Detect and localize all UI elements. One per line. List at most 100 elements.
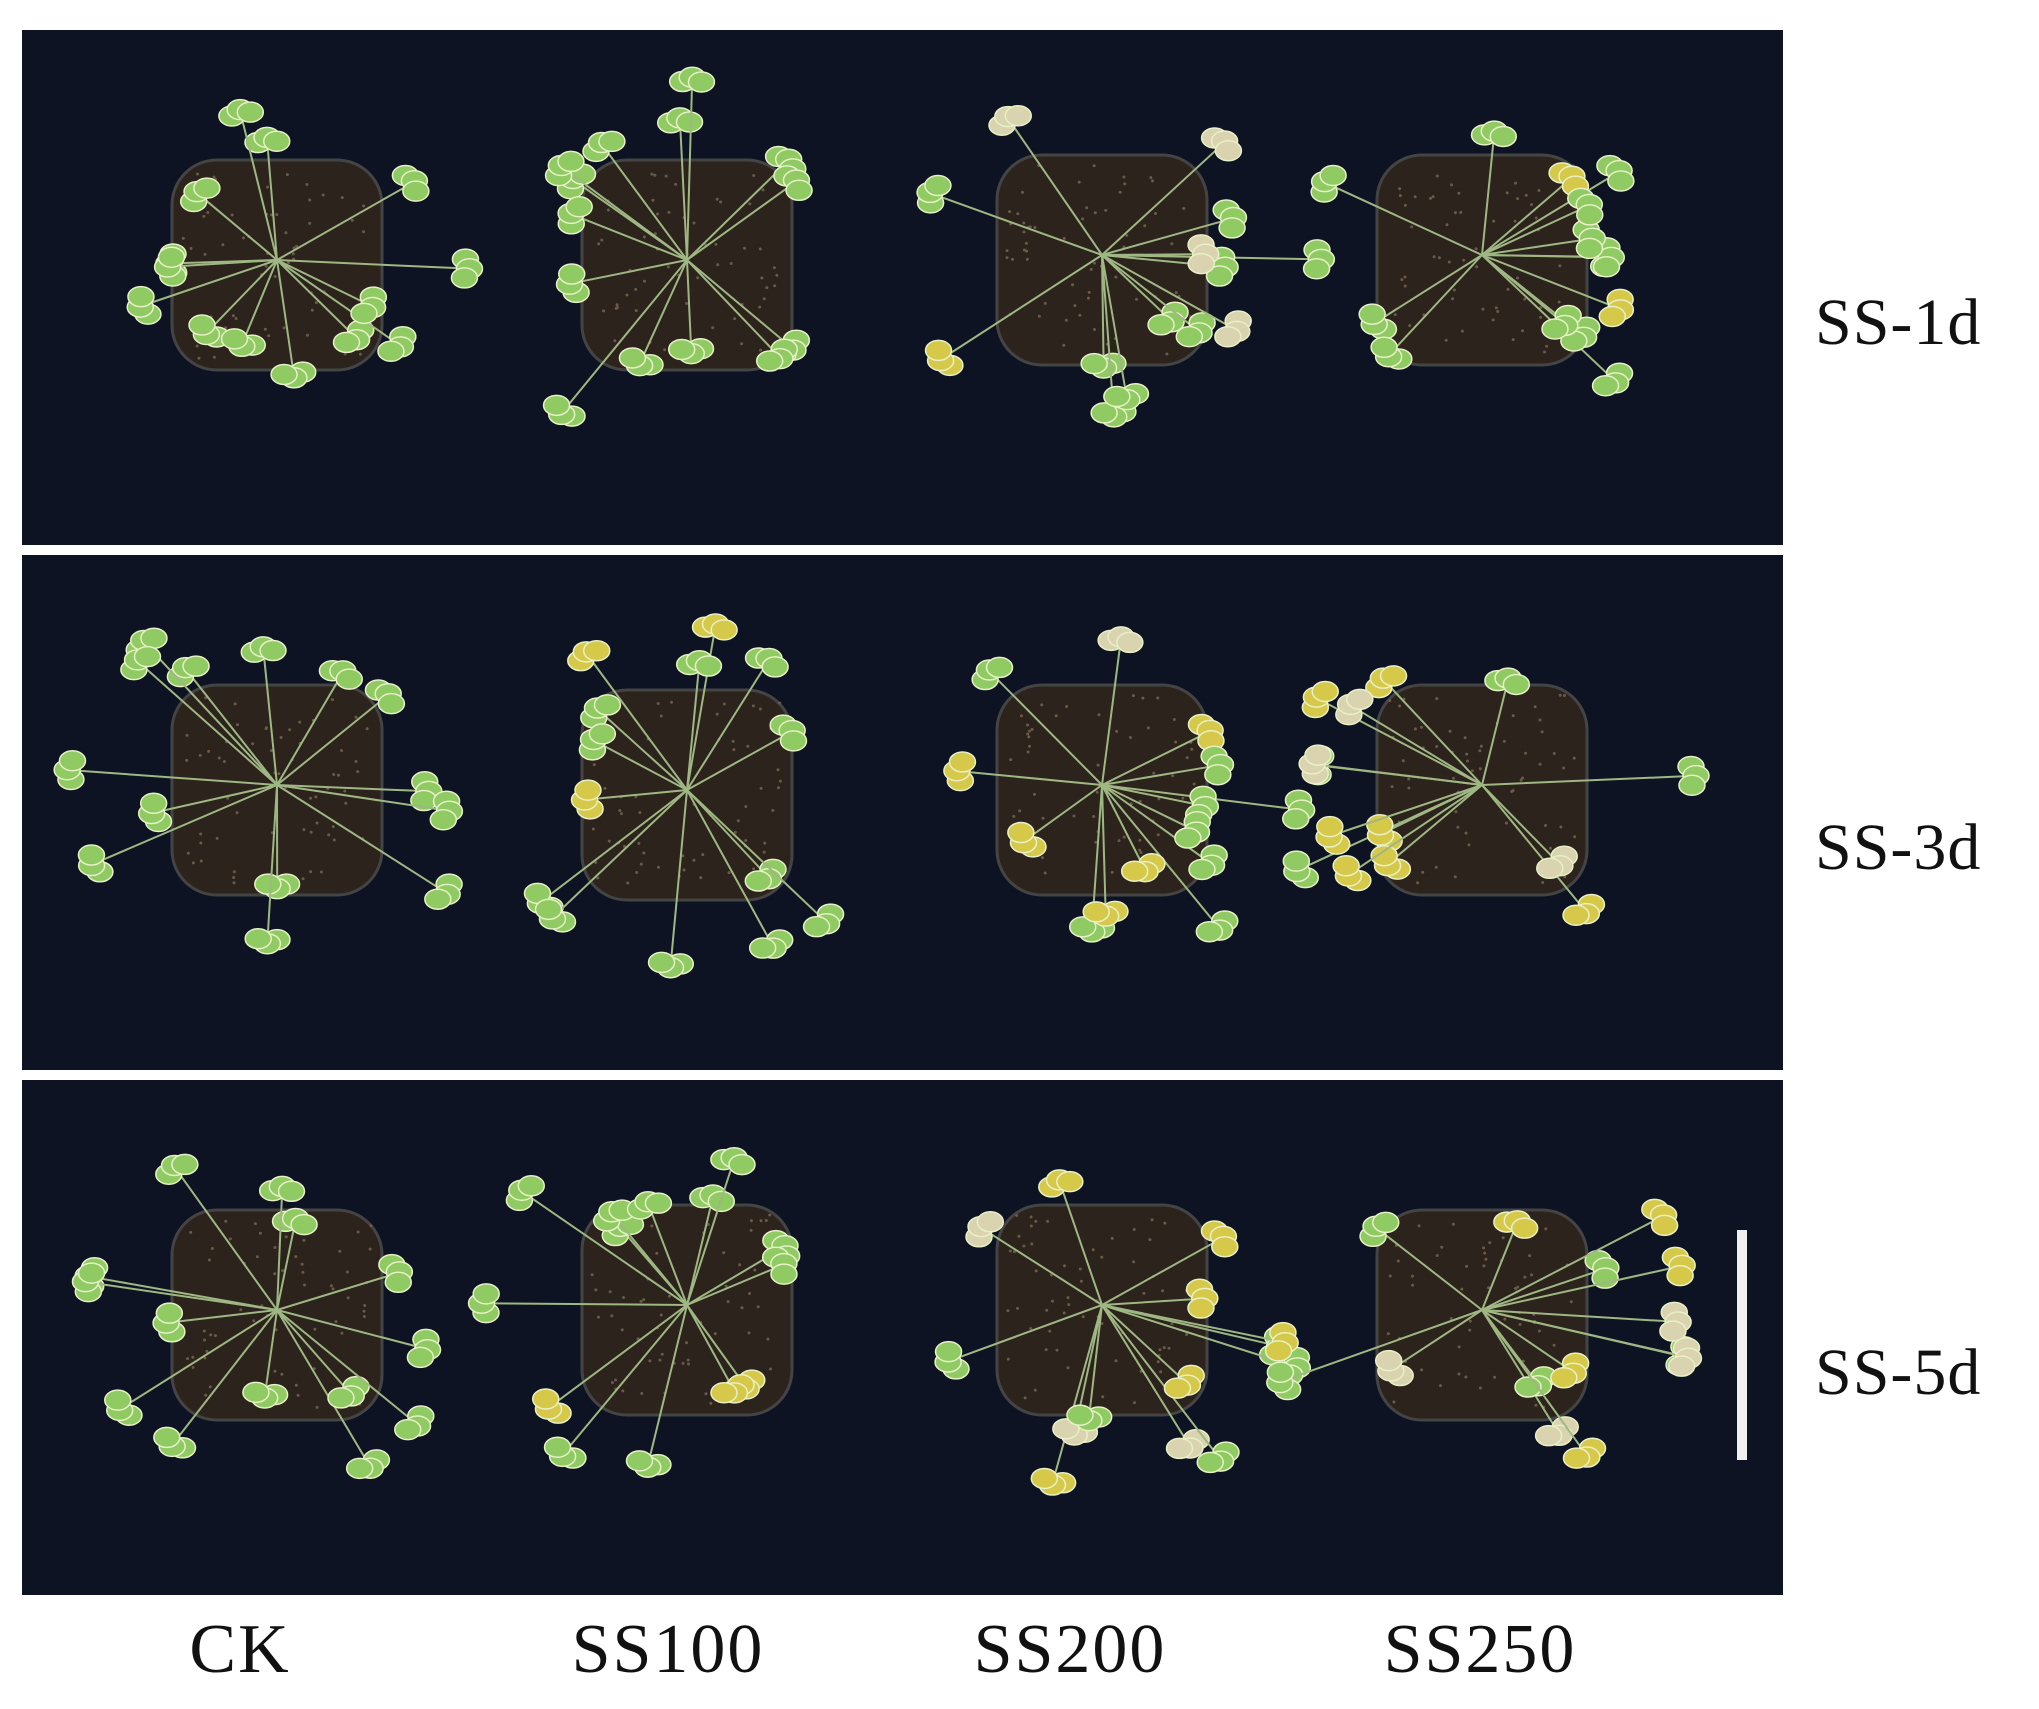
soil-speck — [356, 770, 360, 774]
soil-speck — [302, 828, 306, 832]
soil-speck — [1097, 713, 1101, 717]
soil-speck — [1016, 1306, 1020, 1310]
soil-speck — [199, 841, 203, 845]
soil-speck — [275, 213, 279, 217]
soil-speck — [1157, 797, 1161, 801]
soil-speck — [1516, 1285, 1520, 1289]
leaflet — [1214, 325, 1242, 348]
leaflet — [155, 1302, 184, 1324]
soil-speck — [279, 735, 283, 739]
stem — [1101, 765, 1209, 786]
pot — [1375, 1208, 1589, 1422]
soil-speck — [1026, 732, 1030, 736]
soil-speck — [1023, 1396, 1027, 1400]
soil-speck — [212, 355, 216, 359]
soil-speck — [273, 1246, 277, 1250]
soil-speck — [758, 707, 762, 711]
leaflet — [139, 792, 168, 815]
stem — [686, 672, 700, 791]
leaflet — [1666, 1264, 1694, 1287]
leaflet — [1591, 375, 1620, 397]
soil-speck — [1487, 1286, 1491, 1290]
scale-bar — [1737, 1230, 1747, 1460]
stem — [1481, 1309, 1555, 1426]
leaflet — [593, 694, 622, 716]
stem — [643, 259, 688, 355]
leaflet — [1082, 901, 1110, 923]
leaflet — [1366, 813, 1394, 836]
soil-speck — [1008, 1249, 1012, 1253]
stem — [530, 1196, 688, 1306]
soil-speck — [1545, 344, 1549, 348]
soil-speck — [1117, 839, 1121, 843]
stem — [276, 259, 294, 367]
soil-speck — [281, 1269, 285, 1273]
soil-speck — [336, 773, 340, 777]
soil-speck — [772, 266, 776, 270]
soil-speck — [1087, 290, 1091, 294]
soil-speck — [1022, 1244, 1026, 1248]
soil-speck — [1019, 714, 1023, 718]
soil-speck — [1128, 735, 1132, 739]
soil-speck — [776, 768, 780, 772]
soil-speck — [340, 1331, 344, 1335]
stem — [1481, 143, 1495, 256]
soil-speck — [1429, 196, 1433, 200]
soil-speck — [670, 700, 674, 704]
soil-speck — [699, 876, 703, 880]
soil-speck — [716, 263, 720, 267]
soil-speck — [740, 1306, 744, 1310]
stem — [1101, 1304, 1287, 1365]
soil-speck — [1447, 260, 1451, 264]
soil-speck — [228, 1237, 232, 1241]
leaflet — [450, 267, 479, 289]
soil-speck — [663, 348, 667, 352]
potted-plant — [523, 613, 845, 979]
soil-speck — [1174, 740, 1178, 744]
soil-speck — [701, 853, 705, 857]
soil-speck — [1030, 1242, 1034, 1246]
soil-speck — [1524, 193, 1528, 197]
soil-speck — [1079, 1279, 1083, 1283]
soil-speck — [762, 297, 766, 301]
leaflet — [133, 645, 162, 668]
stem — [556, 1304, 688, 1402]
soil-speck — [1066, 1296, 1070, 1300]
soil-speck — [596, 876, 600, 880]
soil-speck — [1096, 763, 1100, 767]
soil-speck — [1159, 1370, 1163, 1374]
leaflet — [694, 655, 723, 677]
soil-speck — [1435, 1254, 1439, 1258]
stem — [1032, 784, 1103, 836]
leaflet — [1379, 665, 1408, 687]
stem — [603, 744, 688, 791]
soil-speck — [298, 720, 302, 724]
soil-speck — [766, 1337, 770, 1341]
leaflet — [1163, 1377, 1192, 1399]
stem — [1390, 784, 1483, 831]
leaflet — [77, 844, 106, 866]
stem — [1390, 686, 1483, 786]
soil-speck — [1190, 747, 1194, 751]
potted-plant — [1310, 120, 1635, 397]
soil-speck — [1122, 175, 1126, 179]
soil-speck — [1100, 1322, 1104, 1326]
leaflet — [429, 808, 458, 831]
soil-speck — [362, 204, 366, 208]
soil-speck — [1465, 759, 1469, 763]
soil-speck — [1479, 744, 1483, 748]
soil-speck — [656, 212, 660, 216]
soil-speck — [1044, 1348, 1048, 1352]
stem — [1101, 784, 1142, 862]
leaflet — [1576, 204, 1604, 226]
soil-speck — [343, 352, 347, 356]
soil-speck — [1534, 1403, 1538, 1407]
soil-speck — [1006, 1357, 1010, 1361]
leaflet — [1659, 1320, 1687, 1342]
soil-speck — [213, 1334, 217, 1338]
stem — [191, 676, 278, 786]
stem — [679, 129, 688, 261]
soil-speck — [667, 210, 671, 214]
leaflet — [290, 1213, 318, 1236]
leaflet — [924, 339, 953, 362]
